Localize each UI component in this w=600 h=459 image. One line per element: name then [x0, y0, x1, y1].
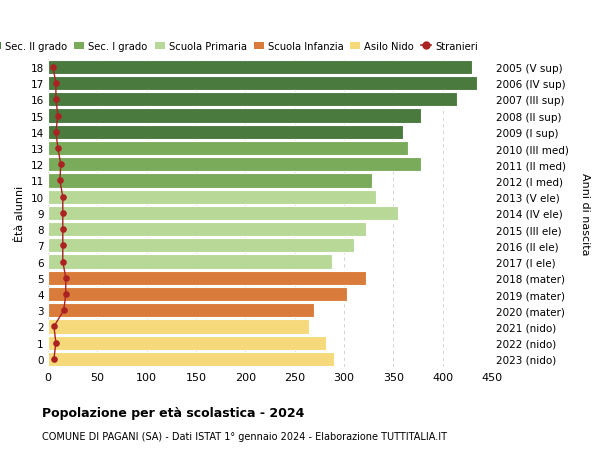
Point: [59, 307, 68, 314]
Bar: [48, 287, 347, 302]
Bar: [48, 141, 408, 156]
Point: [51, 339, 61, 347]
Point: [53, 112, 62, 120]
Point: [58, 210, 68, 217]
Bar: [48, 271, 366, 285]
Point: [51, 80, 61, 88]
Bar: [48, 158, 421, 172]
Point: [53, 145, 62, 152]
Bar: [48, 174, 371, 188]
Bar: [48, 255, 332, 269]
Bar: [48, 206, 398, 221]
Point: [61, 274, 71, 282]
Bar: [48, 109, 421, 123]
Legend: Sec. II grado, Sec. I grado, Scuola Primaria, Scuola Infanzia, Asilo Nido, Stran: Sec. II grado, Sec. I grado, Scuola Prim…: [0, 42, 478, 51]
Point: [49, 323, 59, 330]
Bar: [48, 239, 354, 253]
Y-axis label: Ètà alunni: Ètà alunni: [15, 185, 25, 241]
Bar: [48, 77, 477, 91]
Point: [58, 258, 68, 266]
Bar: [48, 190, 376, 204]
Point: [49, 355, 59, 363]
Bar: [48, 125, 403, 140]
Point: [48, 64, 58, 72]
Point: [55, 177, 65, 185]
Point: [58, 194, 68, 201]
Text: COMUNE DI PAGANI (SA) - Dati ISTAT 1° gennaio 2024 - Elaborazione TUTTITALIA.IT: COMUNE DI PAGANI (SA) - Dati ISTAT 1° ge…: [42, 431, 447, 442]
Bar: [48, 336, 326, 350]
Bar: [48, 319, 310, 334]
Bar: [48, 352, 334, 366]
Point: [58, 226, 68, 233]
Point: [51, 129, 61, 136]
Point: [56, 161, 65, 168]
Point: [61, 291, 71, 298]
Point: [58, 242, 68, 250]
Y-axis label: Anni di nascita: Anni di nascita: [580, 172, 590, 255]
Bar: [48, 93, 457, 107]
Bar: [48, 223, 366, 237]
Point: [51, 96, 61, 104]
Text: Popolazione per età scolastica - 2024: Popolazione per età scolastica - 2024: [42, 406, 304, 419]
Bar: [48, 303, 314, 318]
Bar: [48, 61, 472, 75]
